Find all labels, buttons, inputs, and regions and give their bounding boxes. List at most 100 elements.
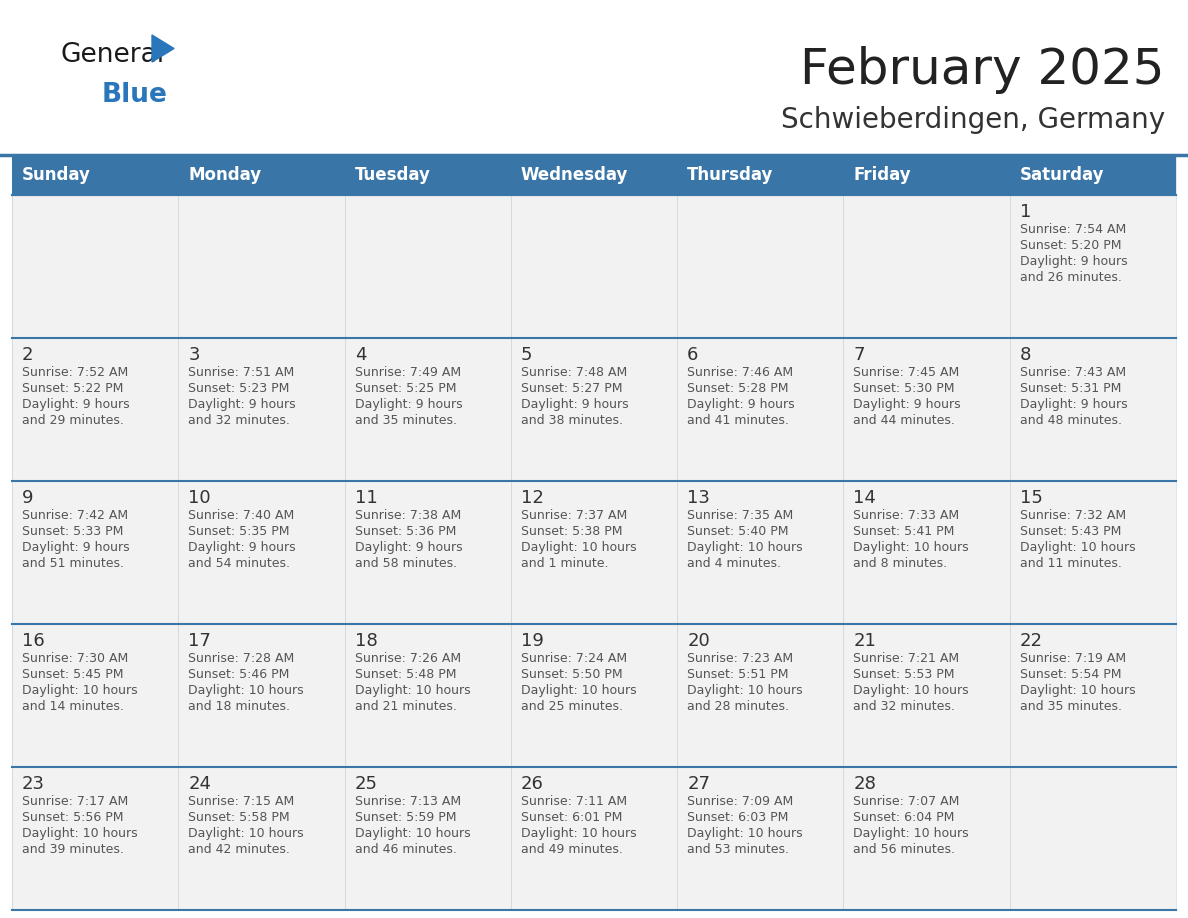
Text: 26: 26 bbox=[520, 775, 544, 793]
Text: Sunset: 5:53 PM: Sunset: 5:53 PM bbox=[853, 668, 955, 681]
Text: Sunrise: 7:40 AM: Sunrise: 7:40 AM bbox=[188, 509, 295, 522]
Text: Daylight: 9 hours: Daylight: 9 hours bbox=[188, 398, 296, 411]
Bar bbox=[12, 155, 1176, 195]
Text: Daylight: 10 hours: Daylight: 10 hours bbox=[687, 827, 803, 840]
Text: Sunset: 5:59 PM: Sunset: 5:59 PM bbox=[354, 811, 456, 824]
Text: 11: 11 bbox=[354, 489, 378, 507]
Text: 22: 22 bbox=[1019, 632, 1043, 650]
Text: Sunrise: 7:28 AM: Sunrise: 7:28 AM bbox=[188, 652, 295, 665]
Text: Sunrise: 7:26 AM: Sunrise: 7:26 AM bbox=[354, 652, 461, 665]
Text: Friday: Friday bbox=[853, 166, 911, 184]
Text: 20: 20 bbox=[687, 632, 710, 650]
Text: Sunset: 5:30 PM: Sunset: 5:30 PM bbox=[853, 382, 955, 395]
Text: Sunset: 5:38 PM: Sunset: 5:38 PM bbox=[520, 525, 623, 538]
Text: and 28 minutes.: and 28 minutes. bbox=[687, 700, 789, 713]
Text: Sunset: 5:28 PM: Sunset: 5:28 PM bbox=[687, 382, 789, 395]
Text: 12: 12 bbox=[520, 489, 544, 507]
Text: and 8 minutes.: and 8 minutes. bbox=[853, 557, 948, 570]
Bar bbox=[12, 767, 1176, 910]
Text: Sunrise: 7:13 AM: Sunrise: 7:13 AM bbox=[354, 795, 461, 808]
Text: 24: 24 bbox=[188, 775, 211, 793]
Text: Sunset: 5:58 PM: Sunset: 5:58 PM bbox=[188, 811, 290, 824]
Text: Sunset: 6:03 PM: Sunset: 6:03 PM bbox=[687, 811, 789, 824]
Text: Sunrise: 7:32 AM: Sunrise: 7:32 AM bbox=[1019, 509, 1126, 522]
Text: Daylight: 10 hours: Daylight: 10 hours bbox=[23, 684, 138, 697]
Text: Sunrise: 7:07 AM: Sunrise: 7:07 AM bbox=[853, 795, 960, 808]
Text: and 26 minutes.: and 26 minutes. bbox=[1019, 271, 1121, 284]
Text: Daylight: 10 hours: Daylight: 10 hours bbox=[853, 827, 969, 840]
Text: and 1 minute.: and 1 minute. bbox=[520, 557, 608, 570]
Text: and 32 minutes.: and 32 minutes. bbox=[188, 414, 290, 427]
Text: Daylight: 10 hours: Daylight: 10 hours bbox=[188, 827, 304, 840]
Text: Sunrise: 7:42 AM: Sunrise: 7:42 AM bbox=[23, 509, 128, 522]
Text: 21: 21 bbox=[853, 632, 877, 650]
Text: Daylight: 9 hours: Daylight: 9 hours bbox=[520, 398, 628, 411]
Text: Sunset: 5:51 PM: Sunset: 5:51 PM bbox=[687, 668, 789, 681]
Text: 16: 16 bbox=[23, 632, 45, 650]
Text: Sunrise: 7:33 AM: Sunrise: 7:33 AM bbox=[853, 509, 960, 522]
Text: Schwieberdingen, Germany: Schwieberdingen, Germany bbox=[781, 106, 1165, 134]
Text: Sunrise: 7:37 AM: Sunrise: 7:37 AM bbox=[520, 509, 627, 522]
Text: Sunrise: 7:38 AM: Sunrise: 7:38 AM bbox=[354, 509, 461, 522]
Text: Sunset: 5:22 PM: Sunset: 5:22 PM bbox=[23, 382, 124, 395]
Text: Sunrise: 7:52 AM: Sunrise: 7:52 AM bbox=[23, 366, 128, 379]
Text: Daylight: 10 hours: Daylight: 10 hours bbox=[1019, 684, 1136, 697]
Text: Daylight: 9 hours: Daylight: 9 hours bbox=[354, 541, 462, 554]
Text: Sunrise: 7:45 AM: Sunrise: 7:45 AM bbox=[853, 366, 960, 379]
Text: and 35 minutes.: and 35 minutes. bbox=[354, 414, 456, 427]
Text: General: General bbox=[61, 42, 164, 68]
Bar bbox=[12, 624, 1176, 767]
Text: Sunset: 5:25 PM: Sunset: 5:25 PM bbox=[354, 382, 456, 395]
Text: and 46 minutes.: and 46 minutes. bbox=[354, 843, 456, 856]
Text: Sunrise: 7:17 AM: Sunrise: 7:17 AM bbox=[23, 795, 128, 808]
Text: and 58 minutes.: and 58 minutes. bbox=[354, 557, 456, 570]
Text: 2: 2 bbox=[23, 346, 33, 364]
Text: Sunday: Sunday bbox=[23, 166, 90, 184]
Text: and 41 minutes.: and 41 minutes. bbox=[687, 414, 789, 427]
Text: and 25 minutes.: and 25 minutes. bbox=[520, 700, 623, 713]
Text: 5: 5 bbox=[520, 346, 532, 364]
Text: and 39 minutes.: and 39 minutes. bbox=[23, 843, 124, 856]
Text: 8: 8 bbox=[1019, 346, 1031, 364]
Text: Daylight: 9 hours: Daylight: 9 hours bbox=[188, 541, 296, 554]
Text: Sunset: 5:45 PM: Sunset: 5:45 PM bbox=[23, 668, 124, 681]
Text: Daylight: 10 hours: Daylight: 10 hours bbox=[23, 827, 138, 840]
Text: 9: 9 bbox=[23, 489, 33, 507]
Text: Daylight: 9 hours: Daylight: 9 hours bbox=[354, 398, 462, 411]
Text: and 29 minutes.: and 29 minutes. bbox=[23, 414, 124, 427]
Text: and 11 minutes.: and 11 minutes. bbox=[1019, 557, 1121, 570]
Text: Daylight: 10 hours: Daylight: 10 hours bbox=[354, 827, 470, 840]
Text: Daylight: 10 hours: Daylight: 10 hours bbox=[687, 684, 803, 697]
Text: 7: 7 bbox=[853, 346, 865, 364]
Text: February 2025: February 2025 bbox=[801, 46, 1165, 94]
Text: and 4 minutes.: and 4 minutes. bbox=[687, 557, 782, 570]
Text: 28: 28 bbox=[853, 775, 877, 793]
Text: Sunrise: 7:49 AM: Sunrise: 7:49 AM bbox=[354, 366, 461, 379]
Text: Daylight: 10 hours: Daylight: 10 hours bbox=[687, 541, 803, 554]
Polygon shape bbox=[152, 35, 173, 62]
Bar bbox=[12, 338, 1176, 481]
Text: Daylight: 10 hours: Daylight: 10 hours bbox=[1019, 541, 1136, 554]
Text: Wednesday: Wednesday bbox=[520, 166, 628, 184]
Text: 19: 19 bbox=[520, 632, 544, 650]
Text: and 32 minutes.: and 32 minutes. bbox=[853, 700, 955, 713]
Text: Daylight: 10 hours: Daylight: 10 hours bbox=[354, 684, 470, 697]
Text: Sunset: 5:36 PM: Sunset: 5:36 PM bbox=[354, 525, 456, 538]
Text: Blue: Blue bbox=[102, 82, 168, 108]
Text: Sunrise: 7:24 AM: Sunrise: 7:24 AM bbox=[520, 652, 627, 665]
Text: Monday: Monday bbox=[188, 166, 261, 184]
Text: Daylight: 9 hours: Daylight: 9 hours bbox=[23, 398, 129, 411]
Text: Daylight: 9 hours: Daylight: 9 hours bbox=[853, 398, 961, 411]
Text: Daylight: 10 hours: Daylight: 10 hours bbox=[520, 541, 637, 554]
Text: Sunset: 5:54 PM: Sunset: 5:54 PM bbox=[1019, 668, 1121, 681]
Text: Daylight: 10 hours: Daylight: 10 hours bbox=[853, 684, 969, 697]
Text: 17: 17 bbox=[188, 632, 211, 650]
Text: Sunrise: 7:35 AM: Sunrise: 7:35 AM bbox=[687, 509, 794, 522]
Text: and 48 minutes.: and 48 minutes. bbox=[1019, 414, 1121, 427]
Text: Daylight: 10 hours: Daylight: 10 hours bbox=[188, 684, 304, 697]
Text: 6: 6 bbox=[687, 346, 699, 364]
Text: Sunset: 5:48 PM: Sunset: 5:48 PM bbox=[354, 668, 456, 681]
Text: 27: 27 bbox=[687, 775, 710, 793]
Text: and 44 minutes.: and 44 minutes. bbox=[853, 414, 955, 427]
Text: 25: 25 bbox=[354, 775, 378, 793]
